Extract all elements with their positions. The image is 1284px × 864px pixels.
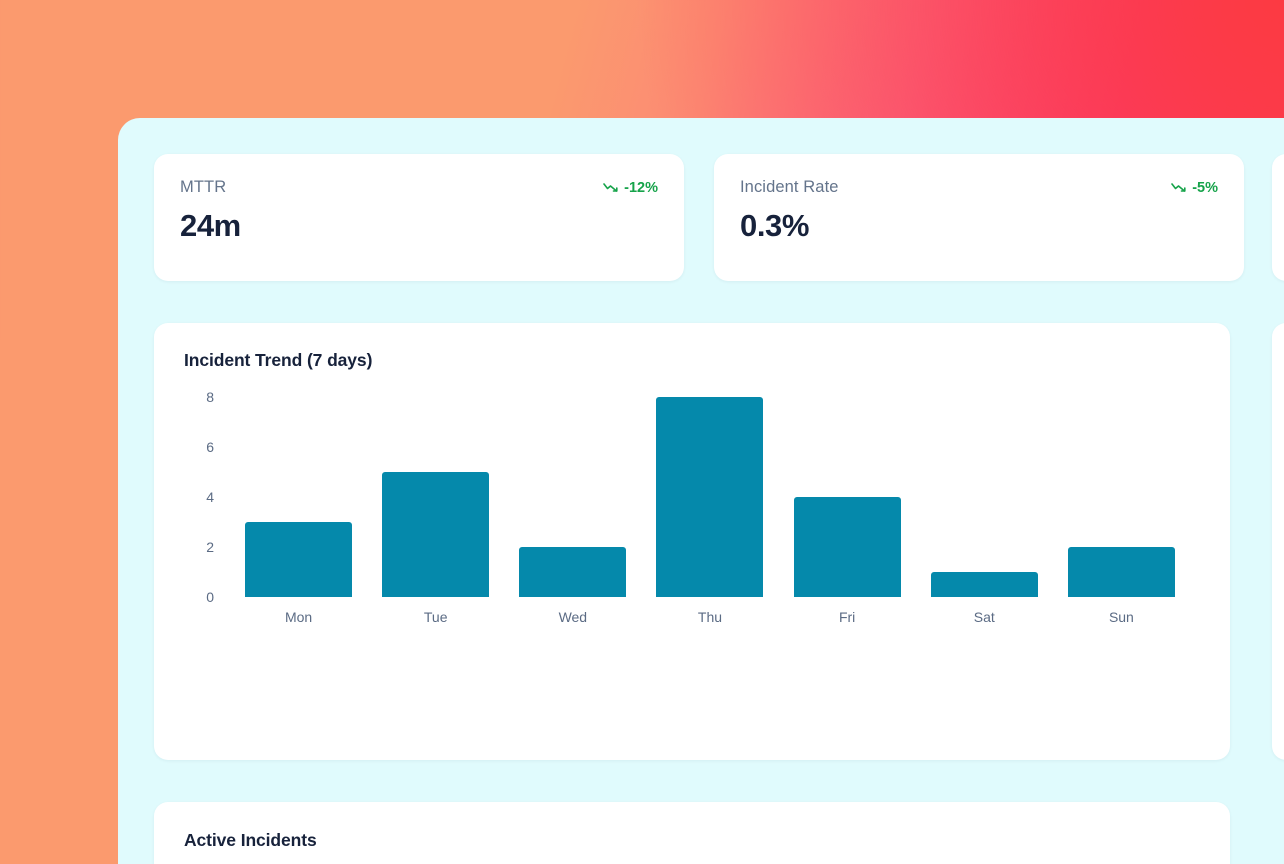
y-axis-tick: 4 <box>206 489 214 505</box>
active-incidents-panel: Active Incidents <box>154 802 1230 864</box>
kpi-card-header: MTTR -12% <box>180 178 658 197</box>
dashboard-window: MTTR -12% 24m Incident Rate <box>118 118 1284 864</box>
chart-bar[interactable] <box>930 572 1038 597</box>
bar-column[interactable]: Thu <box>656 397 764 625</box>
x-axis-label: Thu <box>697 609 723 625</box>
chart-title: Incident Trend (7 days) <box>184 350 373 370</box>
bar-chart: 0 2 4 6 8 Mon Tue Wed Thu Fri Sat Sun <box>184 389 1200 627</box>
chart-bar[interactable] <box>1067 547 1175 597</box>
chart-bars: Mon Tue Wed Thu Fri Sat Sun <box>220 397 1200 625</box>
trending-down-icon <box>1171 182 1187 193</box>
incident-trend-panel: Incident Trend (7 days) 0 2 4 6 8 Mon Tue Wed T… <box>154 323 1230 760</box>
chart-bar[interactable] <box>656 397 764 597</box>
bar-column[interactable]: Tue <box>382 397 490 625</box>
x-axis-label: Mon <box>284 609 313 625</box>
x-axis-label: Sat <box>973 609 995 625</box>
kpi-value: 24m <box>180 208 241 243</box>
y-axis-tick: 6 <box>206 439 214 455</box>
y-axis-tick: 0 <box>206 589 214 605</box>
bar-column[interactable]: Sat <box>930 397 1038 625</box>
bar-column[interactable]: Sun <box>1067 397 1175 625</box>
x-axis-label: Tue <box>423 609 448 625</box>
trending-down-icon <box>603 182 619 193</box>
chart-bar[interactable] <box>793 497 901 597</box>
kpi-delta-badge: -12% <box>603 180 658 196</box>
bar-column[interactable]: Wed <box>519 397 627 625</box>
side-panel-offscreen[interactable] <box>1272 323 1284 760</box>
kpi-delta-value: -5% <box>1192 179 1218 196</box>
chart-y-axis: 0 2 4 6 8 <box>184 389 220 605</box>
kpi-card-row: MTTR -12% 24m Incident Rate <box>154 154 1284 281</box>
x-axis-label: Fri <box>838 609 856 625</box>
chart-bar[interactable] <box>519 547 627 597</box>
kpi-label: MTTR <box>180 178 227 196</box>
kpi-value: 0.3% <box>740 208 810 243</box>
bar-column[interactable]: Fri <box>793 397 901 625</box>
kpi-card-offscreen[interactable] <box>1272 154 1284 281</box>
y-axis-tick: 2 <box>206 539 214 555</box>
chart-bar[interactable] <box>245 522 353 597</box>
x-axis-label: Wed <box>558 609 588 625</box>
active-incidents-title: Active Incidents <box>184 830 317 850</box>
x-axis-label: Sun <box>1108 609 1134 625</box>
kpi-delta-value: -12% <box>624 179 658 196</box>
kpi-delta-badge: -5% <box>1171 180 1218 196</box>
y-axis-tick: 8 <box>206 389 214 405</box>
kpi-label: Incident Rate <box>740 178 839 196</box>
kpi-card-mttr[interactable]: MTTR -12% 24m <box>154 154 684 281</box>
kpi-card-incident-rate[interactable]: Incident Rate -5% 0.3% <box>714 154 1244 281</box>
kpi-card-header: Incident Rate -5% <box>740 178 1218 197</box>
chart-bar[interactable] <box>382 472 490 597</box>
bar-column[interactable]: Mon <box>245 397 353 625</box>
